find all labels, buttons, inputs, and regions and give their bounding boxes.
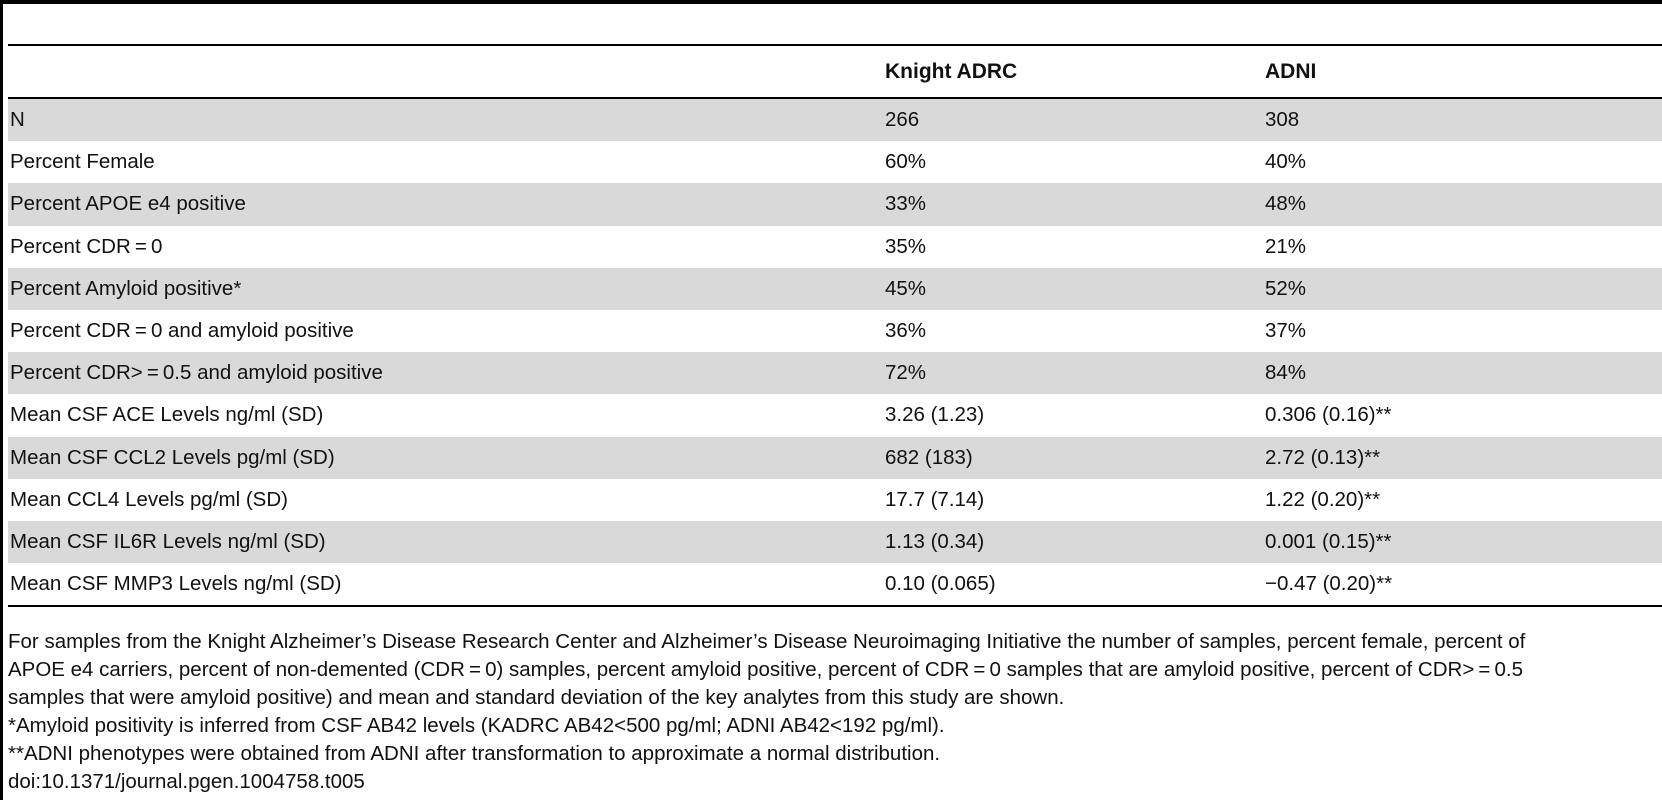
row-label: Mean CSF IL6R Levels ng/ml (SD) bbox=[10, 529, 326, 553]
row-label: Percent APOE e4 positive bbox=[10, 192, 246, 216]
adni-value: 1.22 (0.20)** bbox=[1265, 487, 1381, 511]
table-row: Percent Female 60% 40% bbox=[8, 141, 1662, 183]
knight-adrc-value: 17.7 (7.14) bbox=[885, 487, 985, 511]
top-border bbox=[0, 0, 1662, 4]
knight-adrc-value: 35% bbox=[885, 234, 927, 258]
table-row: N 266 308 bbox=[8, 99, 1662, 142]
adni-value: 37% bbox=[1265, 319, 1307, 343]
table-row: Percent APOE e4 positive 33% 48% bbox=[8, 183, 1662, 226]
row-label: Mean CCL4 Levels pg/ml (SD) bbox=[10, 487, 288, 511]
knight-adrc-value: 45% bbox=[885, 276, 927, 300]
row-label: Mean CSF ACE Levels ng/ml (SD) bbox=[10, 403, 324, 427]
caption-line: APOE e4 carriers, percent of non-demente… bbox=[8, 658, 1523, 681]
header-knight-adrc: Knight ADRC bbox=[885, 59, 1018, 83]
table-row: Mean CSF CCL2 Levels pg/ml (SD) 682 (183)… bbox=[8, 436, 1662, 479]
adni-value: 0.306 (0.16)** bbox=[1265, 403, 1392, 427]
footnote-amyloid: *Amyloid positivity is inferred from CSF… bbox=[8, 714, 945, 737]
knight-adrc-value: 1.13 (0.34) bbox=[885, 529, 985, 553]
row-label: N bbox=[10, 108, 25, 132]
knight-adrc-value: 72% bbox=[885, 361, 927, 385]
adni-value: 52% bbox=[1265, 276, 1307, 300]
doi-link[interactable]: doi:10.1371/journal.pgen.1004758.t005 bbox=[8, 770, 365, 793]
adni-value: −0.47 (0.20)** bbox=[1265, 572, 1393, 596]
adni-value: 48% bbox=[1265, 192, 1307, 216]
header-adni: ADNI bbox=[1265, 59, 1317, 83]
footnote-adni: **ADNI phenotypes were obtained from ADN… bbox=[8, 742, 941, 765]
table-footnotes: For samples from the Knight Alzheimer’s … bbox=[8, 628, 1662, 796]
knight-adrc-value: 0.10 (0.065) bbox=[885, 572, 996, 596]
table-row: Mean CCL4 Levels pg/ml (SD) 17.7 (7.14) 1.… bbox=[8, 479, 1662, 521]
table-row: Mean CSF MMP3 Levels ng/ml (SD) 0.10 (0.0… bbox=[8, 563, 1662, 605]
left-border bbox=[0, 0, 3, 800]
adni-value: 21% bbox=[1265, 234, 1307, 258]
caption-line: For samples from the Knight Alzheimer’s … bbox=[8, 630, 1526, 653]
adni-value: 308 bbox=[1265, 108, 1300, 132]
table-row: Mean CSF IL6R Levels ng/ml (SD) 1.13 (0.3… bbox=[8, 520, 1662, 564]
row-label: Mean CSF MMP3 Levels ng/ml (SD) bbox=[10, 572, 342, 596]
row-label: Percent CDR = 0 bbox=[10, 234, 163, 258]
knight-adrc-value: 33% bbox=[885, 192, 927, 216]
knight-adrc-value: 3.26 (1.23) bbox=[885, 403, 985, 427]
adni-value: 40% bbox=[1265, 150, 1307, 174]
row-label: Percent Amyloid positive* bbox=[10, 276, 242, 300]
knight-adrc-value: 266 bbox=[885, 108, 920, 132]
adni-value: 2.72 (0.13)** bbox=[1265, 445, 1381, 469]
row-label: Percent CDR = 0 and amyloid positive bbox=[10, 319, 354, 343]
knight-adrc-value: 60% bbox=[885, 150, 927, 174]
adni-value: 0.001 (0.15)** bbox=[1265, 529, 1392, 553]
knight-adrc-value: 36% bbox=[885, 319, 927, 343]
adni-value: 84% bbox=[1265, 361, 1307, 385]
table-body: N 266 308 Percent Female 60% 40% Percent APOE … bbox=[8, 99, 1662, 605]
data-table: Knight ADRC ADNI N 266 308 Percent Female 60… bbox=[8, 44, 1662, 608]
knight-adrc-value: 682 (183) bbox=[885, 445, 973, 469]
row-label: Mean CSF CCL2 Levels pg/ml (SD) bbox=[10, 445, 335, 469]
row-label: Percent Female bbox=[10, 150, 155, 174]
row-label: Percent CDR> = 0.5 and amyloid positive bbox=[10, 361, 383, 385]
table-header-row: Knight ADRC ADNI bbox=[8, 44, 1662, 99]
table-row: Percent CDR = 0 35% 21% bbox=[8, 226, 1662, 268]
table-row: Percent CDR> = 0.5 and amyloid positive 7… bbox=[8, 352, 1662, 395]
table-row: Mean CSF ACE Levels ng/ml (SD) 3.26 (1.23… bbox=[8, 394, 1662, 436]
table-row: Percent CDR = 0 and amyloid positive 36% 3… bbox=[8, 310, 1662, 352]
table-bottom-rule bbox=[8, 605, 1662, 608]
caption-line: samples that were amyloid positive) and … bbox=[8, 686, 1065, 709]
table-row: Percent Amyloid positive* 45% 52% bbox=[8, 267, 1662, 310]
